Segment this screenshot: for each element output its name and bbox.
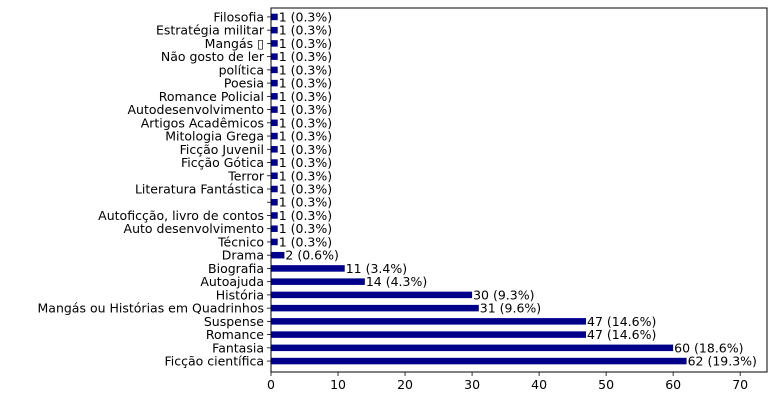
data-label: 1 (0.3%) [279, 221, 332, 236]
data-label: 1 (0.3%) [279, 208, 332, 223]
category-label: Ficção Gótica [181, 155, 264, 170]
x-tick-label: 40 [531, 377, 547, 392]
bar [271, 304, 479, 312]
data-label: 30 (9.3%) [473, 287, 534, 302]
data-label: 1 (0.3%) [279, 115, 332, 130]
bars-group [271, 13, 687, 365]
category-label: Suspense [204, 314, 264, 329]
bar [271, 132, 278, 140]
category-label: Autoficção, livro de contos [98, 208, 264, 223]
category-label: Mangás ou Histórias em Quadrinhos [38, 301, 265, 316]
bar [271, 251, 285, 259]
data-label: 1 (0.3%) [279, 49, 332, 64]
category-label: política [219, 62, 264, 77]
category-label: Estratégia militar [156, 23, 265, 38]
data-label: 47 (14.6%) [587, 314, 656, 329]
data-label: 1 (0.3%) [279, 102, 332, 117]
category-label: Romance [206, 327, 264, 342]
x-tick-label: 30 [464, 377, 480, 392]
bar [271, 225, 278, 232]
data-label: 1 (0.3%) [279, 23, 332, 38]
bar [271, 119, 278, 127]
x-tick-label: 60 [665, 377, 681, 392]
category-label: Ficção Juvenil [180, 142, 264, 157]
data-label: 11 (3.4%) [346, 261, 407, 276]
data-label: 60 (18.6%) [674, 340, 743, 355]
plot-frame [270, 7, 768, 373]
category-label: Técnico [217, 234, 264, 249]
data-label: 1 (0.3%) [279, 62, 332, 77]
category-label: Fantasia [212, 340, 264, 355]
data-label: 14 (4.3%) [366, 274, 427, 289]
category-label: Autoajuda [200, 274, 264, 289]
category-label: Artigos Acadêmicos [141, 115, 264, 130]
bar [271, 159, 278, 166]
bar [271, 344, 674, 352]
category-label: Ficção científica [164, 354, 264, 369]
data-label: 1 (0.3%) [279, 155, 332, 170]
bar [271, 93, 278, 100]
bar [271, 40, 278, 47]
x-axis: 0 10 20 30 40 50 60 70 [267, 16, 748, 392]
bar [271, 79, 278, 87]
data-label: 2 (0.6%) [285, 248, 338, 263]
x-tick-label: 50 [598, 377, 614, 392]
data-labels-group: 62 (19.3%)60 (18.6%) 47 (14.6%)47 (14.6%)… [279, 9, 757, 368]
x-tick-label: 20 [397, 377, 413, 392]
bar [271, 66, 278, 74]
bar [271, 278, 365, 285]
x-tick-label: 0 [267, 377, 275, 392]
category-label: Biografia [208, 261, 264, 276]
category-label: Auto desenvolvimento [124, 221, 264, 236]
data-label: 1 (0.3%) [279, 168, 332, 183]
data-label: 62 (19.3%) [688, 354, 757, 369]
bar [271, 172, 278, 180]
category-label: Mangás ▯ [205, 36, 264, 51]
category-label: Autodesenvolvimento [128, 102, 265, 117]
bar [271, 146, 278, 153]
category-label: Drama [222, 248, 264, 263]
bar [271, 291, 473, 299]
data-label: 1 (0.3%) [279, 9, 332, 24]
category-label: Mitologia Grega [165, 129, 264, 144]
bar [271, 26, 278, 34]
bar [271, 13, 278, 21]
category-label: Poesia [224, 76, 264, 91]
category-label: Filosofia [213, 9, 264, 24]
data-label: 1 (0.3%) [279, 76, 332, 91]
category-labels-group: Ficção científicaFantasiaRomanceSuspense… [38, 9, 265, 368]
bar [271, 265, 345, 272]
data-label: 1 (0.3%) [279, 89, 332, 104]
category-label: História [216, 287, 264, 302]
data-label: 1 (0.3%) [279, 195, 332, 210]
category-label: Literatura Fantástica [135, 182, 264, 197]
data-label: 47 (14.6%) [587, 327, 656, 342]
x-tick-label: 10 [330, 377, 346, 392]
bar [271, 185, 278, 193]
x-tick-label: 70 [732, 377, 748, 392]
data-label: 1 (0.3%) [279, 129, 332, 144]
bar [271, 238, 278, 246]
bar [271, 53, 278, 60]
category-label: Terror [227, 168, 265, 183]
category-label: Romance Policial [159, 89, 264, 104]
bar [271, 198, 278, 206]
data-label: 31 (9.6%) [480, 301, 541, 316]
data-label: 1 (0.3%) [279, 182, 332, 197]
bar [271, 331, 587, 338]
bar [271, 106, 278, 113]
category-label: Não gosto de ler [161, 49, 265, 64]
bar [271, 318, 587, 325]
bar [271, 212, 278, 219]
data-label: 1 (0.3%) [279, 234, 332, 249]
bar [271, 357, 687, 365]
data-label: 1 (0.3%) [279, 142, 332, 157]
data-label: 1 (0.3%) [279, 36, 332, 51]
